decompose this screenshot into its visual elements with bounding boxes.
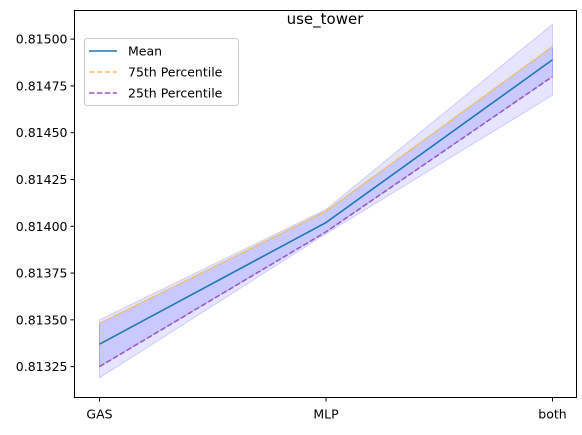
legend-box — [84, 38, 239, 106]
legend-label-25th-percentile: 25th Percentile — [128, 86, 223, 101]
legend-label-75th-percentile: 75th Percentile — [128, 65, 223, 80]
band-0 — [99, 23, 553, 379]
series-line-75th-percentile — [99, 45, 553, 325]
x-tick-label: MLP — [313, 407, 339, 422]
x-tick-label: GAS — [86, 407, 112, 422]
series-line-mean — [99, 59, 553, 345]
legend-label-mean: Mean — [128, 44, 162, 59]
y-tick-label: 0.81500 — [16, 32, 68, 47]
series-line-25th-percentile — [99, 75, 553, 368]
y-tick-label: 0.81475 — [16, 78, 68, 93]
x-axis: GAS MLP both — [86, 397, 567, 422]
y-tick-label: 0.81350 — [16, 312, 68, 327]
y-tick-label: 0.81400 — [16, 219, 68, 234]
y-tick-label: 0.81375 — [16, 266, 68, 281]
y-tick-label: 0.81450 — [16, 125, 68, 140]
legend: Mean 75th Percentile 25th Percentile — [84, 38, 239, 106]
x-tick-label: both — [538, 407, 566, 422]
y-tick-label: 0.81425 — [16, 172, 68, 187]
lines-layer — [99, 45, 553, 368]
y-axis: 0.81325 0.81350 0.81375 0.81400 0.81425 0.814… — [16, 32, 75, 374]
chart-title: use_tower — [287, 10, 365, 29]
y-tick-label: 0.81325 — [16, 359, 68, 374]
